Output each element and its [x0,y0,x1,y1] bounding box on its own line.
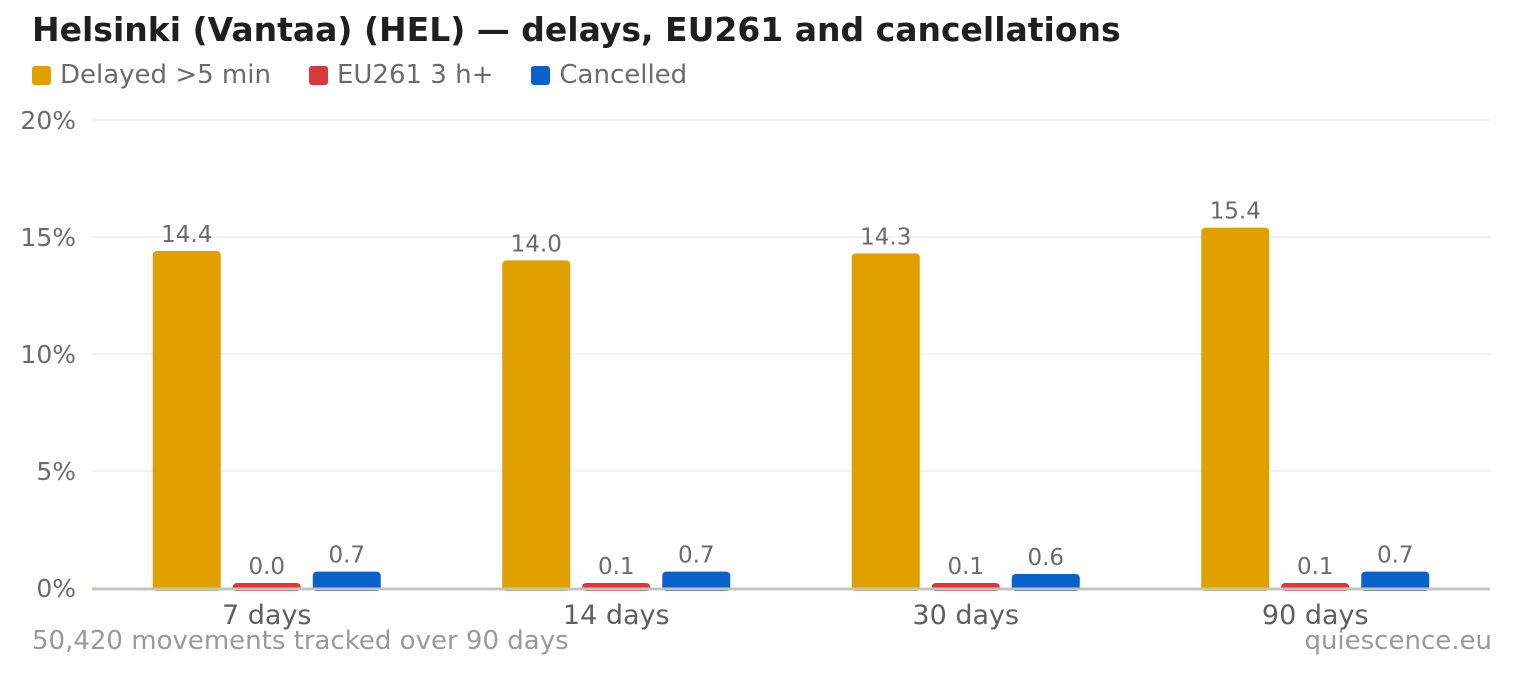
data-label: 15.4 [1210,199,1261,225]
legend-label-delayed: Delayed >5 min [60,60,271,90]
data-label: 0.0 [248,554,285,580]
x-tick-label: 14 days [563,600,670,631]
bar [502,260,571,591]
data-label: 0.7 [678,543,715,569]
bar [1011,573,1080,591]
legend-swatch-delayed [32,65,51,85]
data-label: 0.1 [1297,554,1334,580]
y-tick-label: 20% [20,106,76,135]
data-label: 14.4 [161,222,212,248]
chart-title: Helsinki (Vantaa) (HEL) — delays, EU261 … [32,10,1121,49]
bar [1201,227,1270,591]
legend-item-delayed: Delayed >5 min [32,60,271,90]
bar [662,571,731,591]
x-tick-label: 7 days [222,600,312,631]
legend-swatch-eu261 [308,65,328,85]
legend: Delayed >5 min EU261 3 h+ Cancelled [32,60,725,90]
data-label: 14.3 [860,224,911,250]
bar [1361,571,1430,591]
data-label: 0.6 [1027,545,1064,571]
legend-item-eu261: EU261 3 h+ [308,60,494,90]
y-tick-label: 0% [36,574,76,603]
y-tick-label: 15% [20,223,76,252]
legend-item-cancelled: Cancelled [531,60,687,90]
data-label: 0.7 [328,543,365,569]
footer-source: quiescence.eu [1304,626,1492,656]
x-tick-label: 90 days [1262,600,1369,631]
x-tick-label: 30 days [912,600,1019,631]
bar [312,571,381,591]
data-label: 14.0 [511,231,562,257]
y-tick-label: 10% [20,340,76,369]
legend-label-eu261: EU261 3 h+ [336,60,494,90]
data-label: 0.1 [947,554,984,580]
bar [851,253,920,591]
bar [152,251,221,592]
footer-note: 50,420 movements tracked over 90 days [32,626,569,656]
legend-swatch-cancelled [531,65,551,85]
data-label: 0.7 [1377,543,1414,569]
y-tick-label: 5% [36,457,76,486]
data-label: 0.1 [598,554,635,580]
legend-label-cancelled: Cancelled [559,60,688,90]
